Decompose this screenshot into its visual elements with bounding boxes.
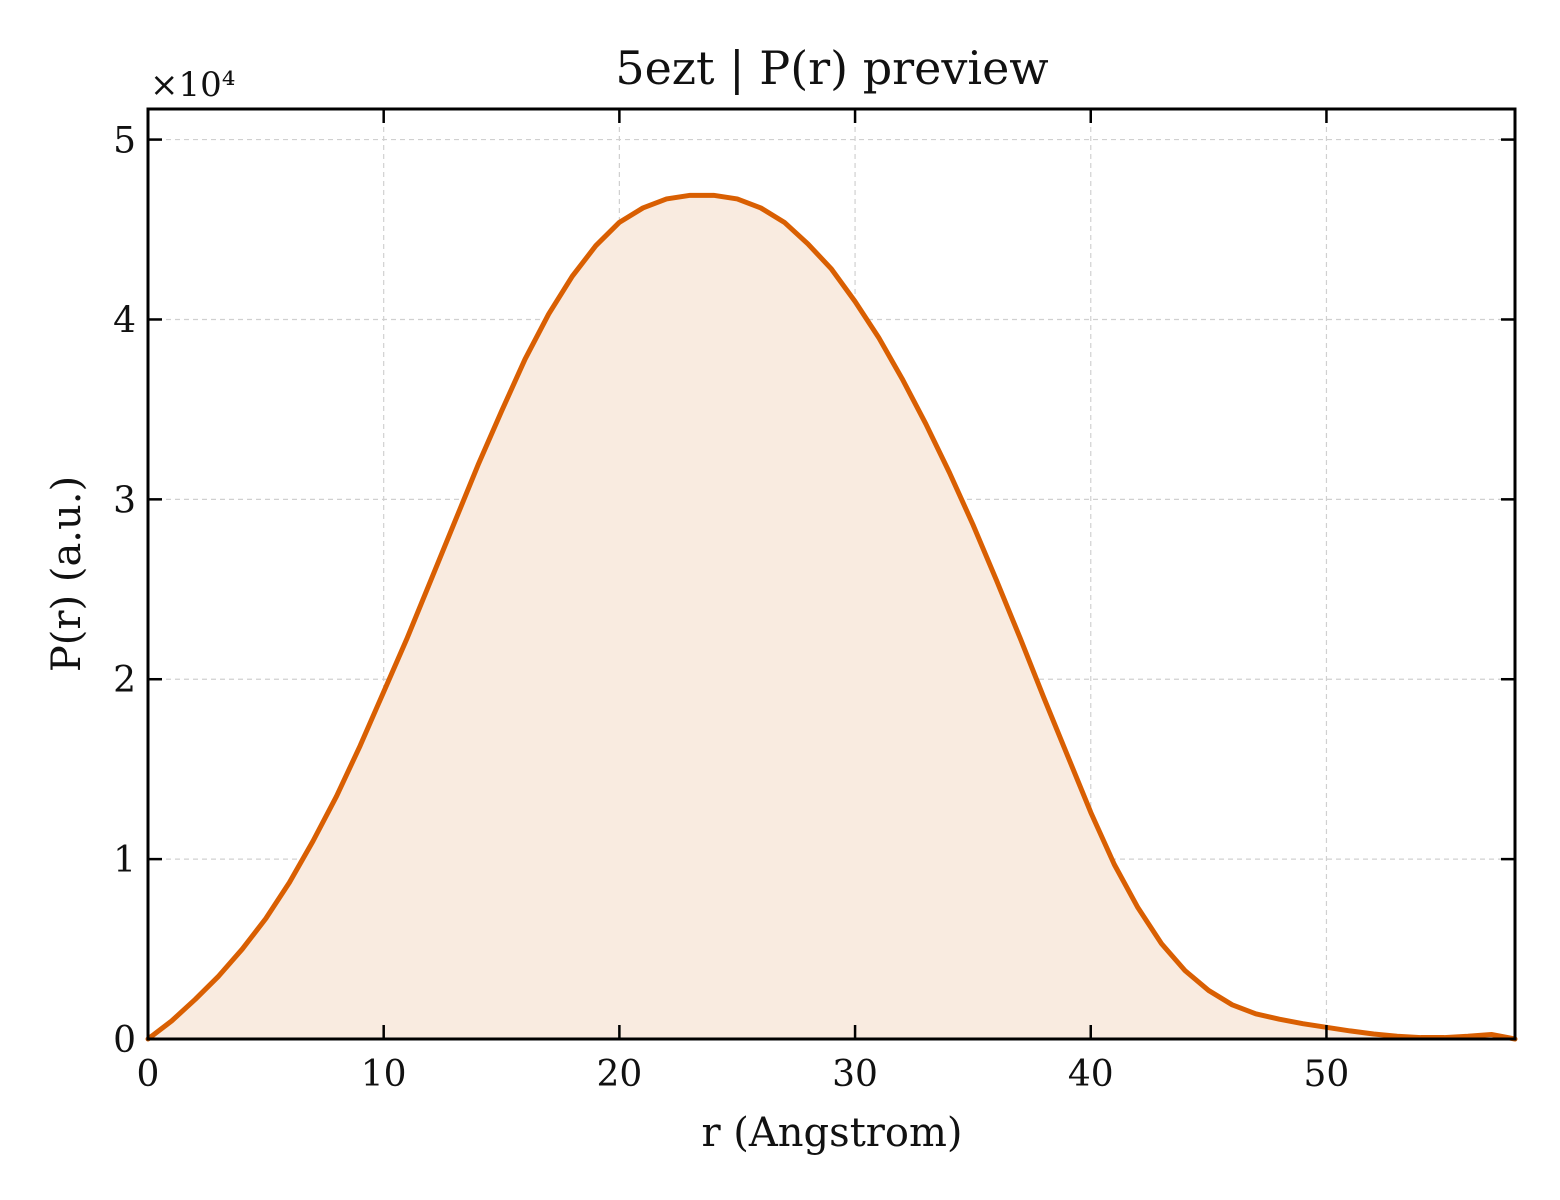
axis-tick-labels: 0 10 20 30 40 50 0 1 2 3 4 5 xyxy=(113,121,1349,1095)
y-tick-label: 0 xyxy=(113,1020,136,1061)
y-axis-label: P(r) (a.u.) xyxy=(44,476,90,672)
chart-title: 5ezt | P(r) preview xyxy=(615,41,1048,95)
x-tick-label: 50 xyxy=(1304,1054,1350,1095)
plot-frame xyxy=(146,107,1517,1041)
pr-area-fill xyxy=(148,195,1515,1040)
x-tick-label: 30 xyxy=(832,1054,878,1095)
y-axis-offset-label: ×10⁴ xyxy=(150,65,235,105)
pr-curve-line xyxy=(145,192,1518,1042)
y-tick-label: 4 xyxy=(113,300,136,341)
y-tick-label: 3 xyxy=(113,480,136,521)
x-tick-label: 20 xyxy=(596,1054,642,1095)
x-tick-label: 0 xyxy=(137,1054,160,1095)
y-tick-label: 1 xyxy=(113,840,136,881)
x-tick-label: 10 xyxy=(361,1054,407,1095)
x-tick-label: 40 xyxy=(1068,1054,1114,1095)
x-axis-label: r (Angstrom) xyxy=(701,1110,962,1156)
y-tick-label: 5 xyxy=(113,121,136,162)
axis-ticks xyxy=(146,109,1515,1041)
y-tick-label: 2 xyxy=(113,660,136,701)
